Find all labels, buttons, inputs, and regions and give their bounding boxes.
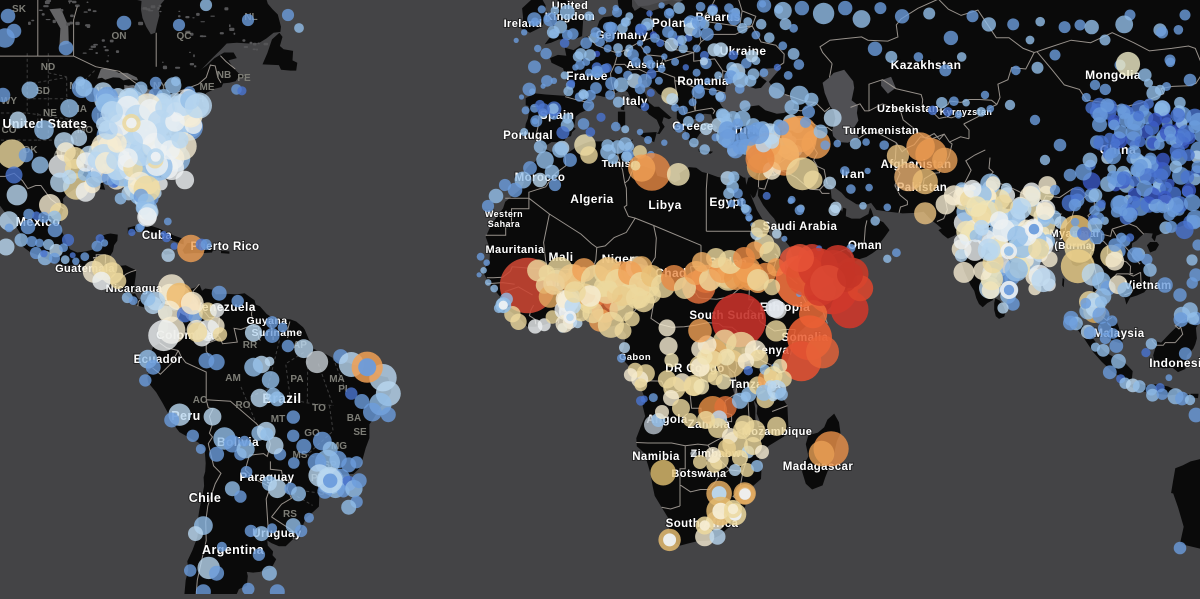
svg-text:RR: RR bbox=[243, 340, 258, 351]
svg-text:ME: ME bbox=[200, 82, 215, 93]
svg-text:PA: PA bbox=[290, 374, 303, 385]
svg-text:Mauritania: Mauritania bbox=[485, 244, 544, 256]
svg-text:Namibia: Namibia bbox=[632, 451, 680, 463]
svg-text:SE: SE bbox=[353, 427, 367, 438]
svg-text:AM: AM bbox=[225, 373, 241, 384]
svg-text:TO: TO bbox=[312, 403, 326, 414]
svg-text:QC: QC bbox=[177, 31, 192, 42]
svg-text:Libya: Libya bbox=[648, 198, 681, 212]
svg-text:ND: ND bbox=[41, 62, 55, 73]
svg-text:NB: NB bbox=[217, 70, 231, 81]
svg-text:Chile: Chile bbox=[189, 491, 222, 505]
svg-text:Turkmenistan: Turkmenistan bbox=[843, 125, 919, 137]
svg-text:Indonesia: Indonesia bbox=[1149, 356, 1200, 370]
svg-text:MT: MT bbox=[271, 414, 285, 425]
svg-text:AC: AC bbox=[193, 395, 207, 406]
svg-text:RS: RS bbox=[283, 509, 297, 520]
svg-text:ON: ON bbox=[112, 31, 127, 42]
svg-text:BA: BA bbox=[347, 413, 361, 424]
svg-text:Algeria: Algeria bbox=[570, 192, 613, 206]
svg-text:PE: PE bbox=[237, 73, 251, 84]
svg-text:RO: RO bbox=[236, 400, 251, 411]
svg-text:Sahara: Sahara bbox=[488, 219, 521, 229]
